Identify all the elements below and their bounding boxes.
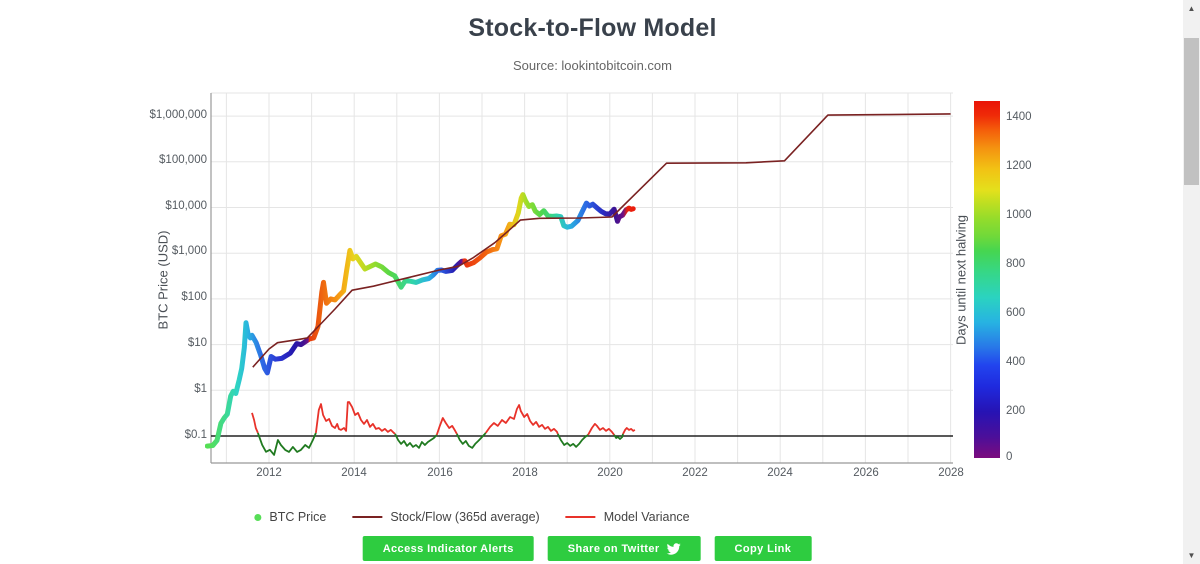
- traces: [205, 113, 951, 456]
- button-label: Access Indicator Alerts: [382, 542, 514, 555]
- y-tick: $10: [187, 337, 207, 349]
- y-tick: $10,000: [165, 200, 207, 212]
- legend-label: BTC Price: [269, 510, 327, 524]
- scroll-down-arrow-icon[interactable]: ▼: [1187, 551, 1196, 560]
- scroll-up-arrow-icon[interactable]: ▲: [1187, 4, 1196, 13]
- page-subtitle: Source: lookintobitcoin.com: [513, 58, 672, 73]
- x-tick: 2018: [512, 467, 538, 479]
- y-tick: $100: [181, 291, 207, 303]
- x-tick: 2020: [597, 467, 623, 479]
- colorbar-tick: 200: [1006, 405, 1026, 417]
- stock-flow-marker: [352, 516, 383, 518]
- x-tick: 2016: [427, 467, 453, 479]
- scrollbar[interactable]: ▲ ▼: [1183, 0, 1200, 564]
- scrollbar-thumb[interactable]: [1184, 38, 1199, 185]
- y-tick: $1,000,000: [149, 109, 207, 121]
- y-tick: $100,000: [159, 154, 207, 166]
- stock-to-flow-chart: [205, 92, 953, 464]
- x-tick: 2028: [938, 467, 964, 479]
- legend-item-btc-price[interactable]: BTC Price: [254, 510, 326, 524]
- axes: [210, 93, 953, 464]
- x-tick: 2014: [341, 467, 367, 479]
- legend: BTC Price Stock/Flow (365d average) Mode…: [254, 510, 690, 524]
- y-axis-title: BTC Price (USD): [155, 230, 171, 330]
- x-tick: 2026: [853, 467, 879, 479]
- legend-label: Stock/Flow (365d average): [390, 510, 540, 524]
- colorbar-tick: 400: [1006, 356, 1026, 368]
- copy-link-button[interactable]: Copy Link: [714, 536, 812, 561]
- twitter-icon: [666, 542, 681, 555]
- access-indicator-alerts-button[interactable]: Access Indicator Alerts: [362, 536, 534, 561]
- x-tick: 2024: [767, 467, 793, 479]
- stock-to-flow-line: [252, 113, 951, 368]
- btc-price-marker: [254, 513, 262, 521]
- button-label: Copy Link: [734, 542, 792, 555]
- model-variance-marker: [565, 516, 596, 518]
- share-on-twitter-button[interactable]: Share on Twitter: [547, 536, 701, 561]
- colorbar-tick: 1200: [1006, 160, 1032, 172]
- action-buttons: Access Indicator Alerts Share on Twitter…: [362, 536, 812, 561]
- button-label: Share on Twitter: [567, 542, 660, 555]
- x-tick: 2012: [256, 467, 282, 479]
- colorbar-tick: 800: [1006, 258, 1026, 270]
- y-tick: $1: [194, 383, 207, 395]
- legend-item-model-variance[interactable]: Model Variance: [565, 510, 690, 524]
- btc-price-trace: [205, 192, 636, 449]
- x-tick: 2022: [682, 467, 708, 479]
- colorbar-gradient: [974, 101, 1000, 458]
- y-tick: $1,000: [171, 245, 207, 257]
- colorbar-tick: 1400: [1006, 111, 1032, 123]
- y-tick: $0.1: [184, 429, 207, 441]
- colorbar-title: Days until next halving: [953, 214, 969, 346]
- page-title: Stock-to-Flow Model: [468, 14, 717, 42]
- legend-label: Model Variance: [603, 510, 690, 524]
- colorbar-tick: 600: [1006, 307, 1026, 319]
- model-variance-trace: [251, 401, 636, 456]
- colorbar-tick: 1000: [1006, 209, 1032, 221]
- legend-item-stock-flow[interactable]: Stock/Flow (365d average): [352, 510, 540, 524]
- colorbar-tick: 0: [1006, 451, 1013, 463]
